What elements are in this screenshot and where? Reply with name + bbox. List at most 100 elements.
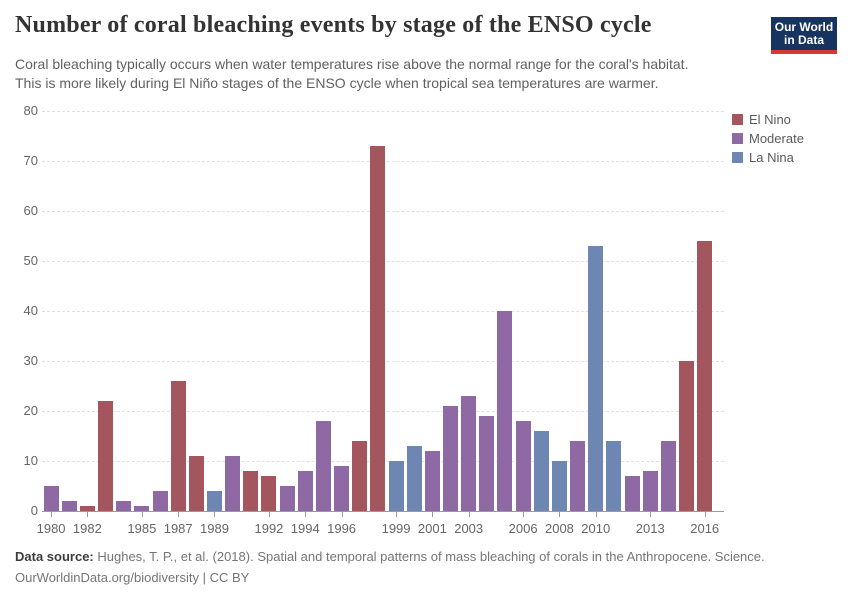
bar-slot-1981 [60, 111, 78, 511]
bar-slot-2007 [532, 111, 550, 511]
x-axis-tick-label-1987: 1987 [163, 521, 193, 536]
bar-2012[interactable] [624, 476, 640, 511]
bar-2000[interactable] [406, 446, 422, 511]
x-axis-line [42, 511, 724, 512]
x-axis-tick-2006 [523, 512, 525, 517]
owid-link-line[interactable]: OurWorldinData.org/biodiversity | CC BY [15, 570, 250, 585]
bar-slot-1991 [242, 111, 260, 511]
bar-slot-2001: 2001 [418, 111, 447, 536]
bar-2007[interactable] [533, 431, 549, 511]
legend-item-moderate[interactable]: Moderate [732, 129, 804, 148]
bar-2006[interactable] [515, 421, 531, 511]
bar-slot-1992: 1992 [254, 111, 283, 536]
x-axis-tick-label-1992: 1992 [254, 521, 284, 536]
y-axis-tick-label-30: 30 [23, 353, 38, 368]
x-axis-tick-label-2001: 2001 [417, 521, 447, 536]
x-axis-tick-label-2013: 2013 [635, 521, 665, 536]
bar-slot-2012 [623, 111, 641, 511]
bar-slot-1989: 1989 [200, 111, 229, 536]
bar-2013[interactable] [642, 471, 658, 511]
bar-2010[interactable] [588, 246, 604, 511]
bar-1998[interactable] [370, 146, 386, 511]
x-axis-tick-1989 [214, 512, 216, 517]
bar-1996[interactable] [334, 466, 350, 511]
bar-1981[interactable] [61, 501, 77, 511]
bar-slot-1997 [351, 111, 369, 511]
x-axis-tick-1987 [178, 512, 180, 517]
x-axis-tick-label-1994: 1994 [290, 521, 320, 536]
x-axis-tick-label-2003: 2003 [454, 521, 484, 536]
bar-slot-2005 [496, 111, 514, 511]
bar-slot-1998 [369, 111, 387, 511]
x-axis-tick-1996 [341, 512, 343, 517]
bar-1987[interactable] [170, 381, 186, 511]
legend-item-el-nino[interactable]: El Nino [732, 110, 804, 129]
bar-1980[interactable] [43, 486, 59, 511]
bar-2015[interactable] [679, 361, 695, 511]
subtitle-line-2: This is more likely during El Niño stage… [15, 75, 659, 91]
bar-slot-1980: 1980 [37, 111, 66, 536]
bar-slot-2016: 2016 [690, 111, 719, 536]
x-axis-tick-2010 [595, 512, 597, 517]
bar-2002[interactable] [443, 406, 459, 511]
legend-item-la-nina[interactable]: La Nina [732, 148, 804, 167]
y-axis-tick-label-20: 20 [23, 403, 38, 418]
y-axis-tick-label-10: 10 [23, 453, 38, 468]
owid-logo[interactable]: Our World in Data [771, 17, 837, 54]
x-axis-tick-1999 [396, 512, 398, 517]
bar-2001[interactable] [424, 451, 440, 511]
bar-slot-1993 [278, 111, 296, 511]
bar-1988[interactable] [188, 456, 204, 511]
x-axis-tick-label-2016: 2016 [690, 521, 720, 536]
data-source-line: Data source: Hughes, T. P., et al. (2018… [15, 546, 765, 567]
bar-1999[interactable] [388, 461, 404, 511]
x-axis-tick-label-2006: 2006 [508, 521, 538, 536]
bar-2016[interactable] [697, 241, 713, 511]
bar-slot-2010: 2010 [581, 111, 610, 536]
bar-slot-1987: 1987 [164, 111, 193, 536]
y-axis-tick-label-80: 80 [23, 103, 38, 118]
x-axis-tick-1985 [141, 512, 143, 517]
legend-label: La Nina [749, 150, 794, 165]
chart-legend: El Nino Moderate La Nina [732, 110, 804, 167]
bar-slot-2003: 2003 [454, 111, 483, 536]
bar-2005[interactable] [497, 311, 513, 511]
x-axis-tick-2016 [704, 512, 706, 517]
chart-footer: Data source: Hughes, T. P., et al. (2018… [15, 546, 765, 588]
owid-logo-accent-bar [771, 50, 837, 54]
bar-1982[interactable] [79, 506, 95, 511]
bar-2011[interactable] [606, 441, 622, 511]
bar-1985[interactable] [134, 506, 150, 511]
bar-slot-2013: 2013 [636, 111, 665, 536]
bar-1984[interactable] [116, 501, 132, 511]
bar-1993[interactable] [279, 486, 295, 511]
bar-slot-1994: 1994 [291, 111, 320, 536]
bar-1995[interactable] [315, 421, 331, 511]
bar-1994[interactable] [297, 471, 313, 511]
bar-1990[interactable] [225, 456, 241, 511]
bar-slot-1985: 1985 [127, 111, 156, 536]
y-axis-tick-label-0: 0 [30, 503, 38, 518]
bar-2004[interactable] [479, 416, 495, 511]
y-axis-tick-label-70: 70 [23, 153, 38, 168]
data-source-text: Hughes, T. P., et al. (2018). Spatial an… [97, 549, 765, 564]
y-axis-tick-label-60: 60 [23, 203, 38, 218]
bar-1983[interactable] [98, 401, 114, 511]
bar-1997[interactable] [352, 441, 368, 511]
bar-slot-2004 [478, 111, 496, 511]
bar-1992[interactable] [261, 476, 277, 511]
bar-1986[interactable] [152, 491, 168, 511]
bar-slot-2015 [677, 111, 695, 511]
bar-2008[interactable] [551, 461, 567, 511]
page-title: Number of coral bleaching events by stag… [15, 12, 652, 38]
bar-1991[interactable] [243, 471, 259, 511]
bar-2003[interactable] [461, 396, 477, 511]
x-axis-tick-1992 [268, 512, 270, 517]
bar-slot-1983 [96, 111, 114, 511]
bar-2014[interactable] [660, 441, 676, 511]
bar-slot-1999: 1999 [382, 111, 411, 536]
x-axis-tick-label-1980: 1980 [36, 521, 66, 536]
bar-2009[interactable] [570, 441, 586, 511]
legend-label: El Nino [749, 112, 791, 127]
bar-1989[interactable] [206, 491, 222, 511]
